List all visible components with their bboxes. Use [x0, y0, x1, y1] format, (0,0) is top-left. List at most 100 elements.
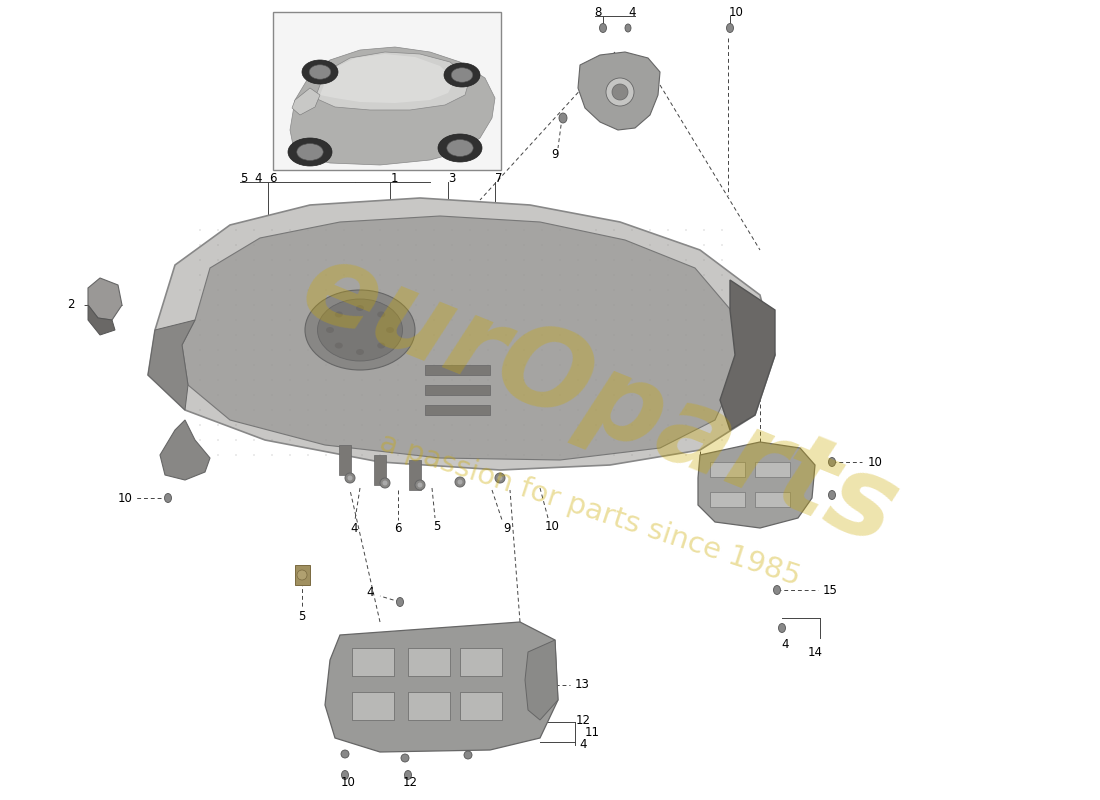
Text: 4: 4: [580, 738, 586, 750]
Ellipse shape: [487, 439, 488, 441]
Ellipse shape: [524, 424, 525, 426]
Ellipse shape: [649, 334, 651, 336]
Ellipse shape: [612, 84, 628, 100]
Ellipse shape: [541, 334, 542, 336]
Ellipse shape: [578, 394, 579, 396]
Ellipse shape: [447, 139, 473, 157]
Ellipse shape: [595, 364, 596, 366]
Ellipse shape: [631, 274, 632, 276]
Ellipse shape: [631, 424, 632, 426]
Ellipse shape: [451, 304, 453, 306]
Ellipse shape: [199, 394, 200, 396]
Ellipse shape: [361, 439, 363, 441]
Ellipse shape: [470, 424, 471, 426]
Ellipse shape: [578, 424, 579, 426]
Bar: [755, 462, 790, 477]
Ellipse shape: [559, 319, 561, 321]
Ellipse shape: [416, 379, 417, 381]
Ellipse shape: [343, 319, 344, 321]
Ellipse shape: [218, 274, 219, 276]
Text: 4: 4: [366, 586, 374, 598]
Ellipse shape: [361, 304, 363, 306]
Polygon shape: [160, 420, 210, 480]
Ellipse shape: [614, 319, 615, 321]
Ellipse shape: [302, 60, 338, 84]
Ellipse shape: [405, 770, 411, 779]
Ellipse shape: [218, 244, 219, 246]
Bar: [425, 365, 490, 375]
Ellipse shape: [505, 244, 507, 246]
Ellipse shape: [455, 477, 465, 487]
Ellipse shape: [253, 274, 255, 276]
Ellipse shape: [199, 319, 200, 321]
Ellipse shape: [416, 454, 417, 456]
Ellipse shape: [289, 379, 290, 381]
Ellipse shape: [253, 319, 255, 321]
Ellipse shape: [199, 334, 200, 336]
Ellipse shape: [722, 304, 723, 306]
Bar: [352, 648, 394, 676]
Ellipse shape: [379, 394, 381, 396]
Text: 1: 1: [390, 171, 398, 185]
Ellipse shape: [685, 259, 686, 261]
Ellipse shape: [379, 304, 381, 306]
Ellipse shape: [307, 439, 309, 441]
Ellipse shape: [726, 23, 734, 33]
Ellipse shape: [253, 259, 255, 261]
Ellipse shape: [703, 454, 705, 456]
Ellipse shape: [614, 454, 615, 456]
Ellipse shape: [253, 244, 255, 246]
Ellipse shape: [631, 244, 632, 246]
Ellipse shape: [649, 394, 651, 396]
Ellipse shape: [668, 379, 669, 381]
Ellipse shape: [289, 439, 290, 441]
Ellipse shape: [631, 364, 632, 366]
Ellipse shape: [703, 304, 705, 306]
Ellipse shape: [649, 454, 651, 456]
Text: 3: 3: [449, 171, 455, 185]
Text: 10: 10: [868, 455, 882, 469]
Ellipse shape: [470, 334, 471, 336]
Ellipse shape: [559, 379, 561, 381]
Ellipse shape: [289, 259, 290, 261]
Ellipse shape: [722, 259, 723, 261]
Ellipse shape: [218, 394, 219, 396]
Ellipse shape: [464, 751, 472, 759]
Ellipse shape: [307, 394, 309, 396]
Ellipse shape: [614, 334, 615, 336]
Ellipse shape: [361, 394, 363, 396]
Ellipse shape: [326, 319, 327, 321]
Ellipse shape: [235, 364, 236, 366]
Ellipse shape: [235, 454, 236, 456]
Ellipse shape: [272, 274, 273, 276]
Ellipse shape: [703, 274, 705, 276]
Ellipse shape: [703, 424, 705, 426]
Ellipse shape: [668, 454, 669, 456]
Ellipse shape: [722, 244, 723, 246]
Ellipse shape: [559, 454, 561, 456]
Ellipse shape: [433, 439, 435, 441]
Ellipse shape: [685, 394, 686, 396]
Polygon shape: [290, 47, 495, 165]
Ellipse shape: [235, 319, 236, 321]
Ellipse shape: [361, 334, 363, 336]
Ellipse shape: [722, 394, 723, 396]
Bar: [409, 460, 421, 490]
Ellipse shape: [289, 274, 290, 276]
Ellipse shape: [218, 304, 219, 306]
Ellipse shape: [444, 63, 480, 87]
Text: 14: 14: [807, 646, 823, 658]
Ellipse shape: [595, 424, 596, 426]
Bar: [339, 445, 351, 475]
Ellipse shape: [578, 244, 579, 246]
Text: 10: 10: [118, 491, 132, 505]
Ellipse shape: [631, 394, 632, 396]
Ellipse shape: [487, 334, 488, 336]
Ellipse shape: [470, 319, 471, 321]
Ellipse shape: [402, 754, 409, 762]
Ellipse shape: [685, 379, 686, 381]
Ellipse shape: [541, 244, 542, 246]
Ellipse shape: [559, 394, 561, 396]
Ellipse shape: [379, 244, 381, 246]
Ellipse shape: [253, 424, 255, 426]
